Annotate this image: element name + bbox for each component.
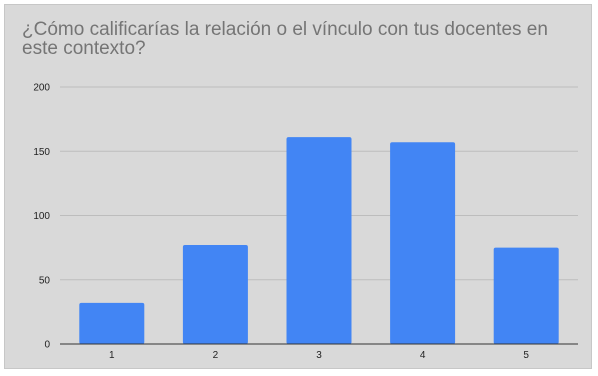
chart-title: ¿Cómo calificarías la relación o el vínc… [22,19,548,59]
x-tick-label: 5 [523,350,529,361]
y-tick-label: 150 [33,147,50,158]
y-tick-label: 200 [33,83,50,94]
bar-4 [390,142,456,344]
axes: 0 50 100 150 200 1 2 3 4 5 [33,83,578,361]
bar-3 [286,137,352,344]
bar-2 [182,245,248,344]
y-tick-label: 0 [44,340,50,351]
bar-1 [79,302,145,344]
bar-5 [493,247,559,344]
y-tick-label: 100 [33,211,50,222]
bars [79,137,559,344]
x-tick-label: 1 [109,350,115,361]
x-tick-label: 4 [420,350,426,361]
y-tick-label: 50 [39,275,51,286]
x-tick-label: 3 [316,350,322,361]
x-tick-label: 2 [213,350,219,361]
